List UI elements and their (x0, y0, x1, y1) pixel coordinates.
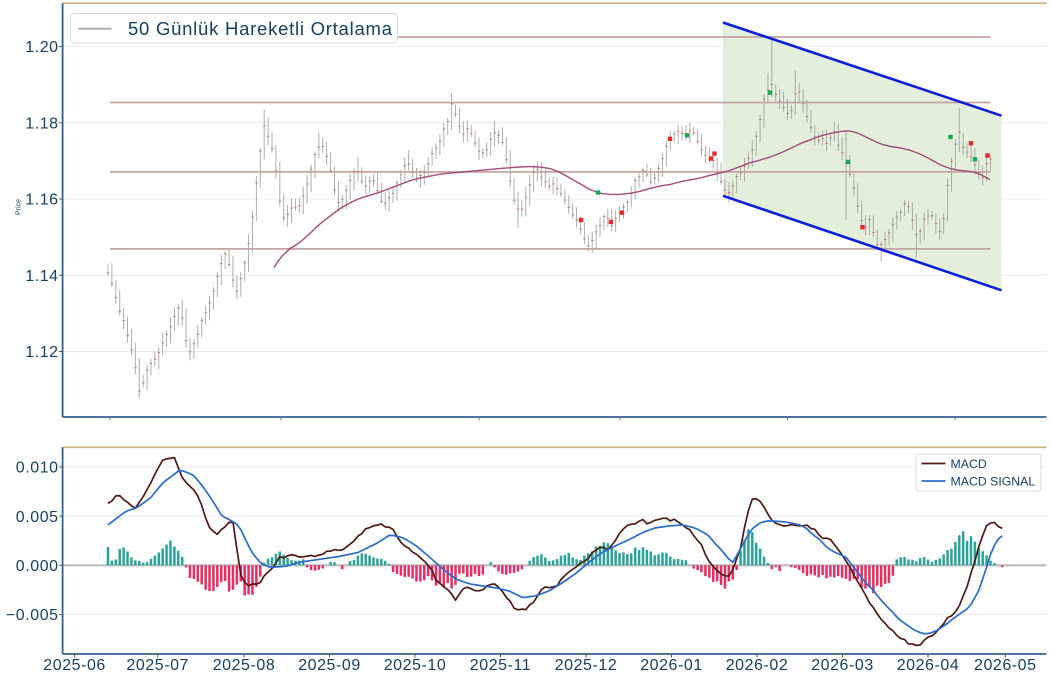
svg-text:2026-05: 2026-05 (974, 657, 1037, 674)
svg-text:2026-02: 2026-02 (726, 657, 789, 674)
svg-text:0.005: 0.005 (16, 509, 59, 526)
svg-text:−0.005: −0.005 (6, 607, 59, 624)
svg-text:0.010: 0.010 (16, 460, 59, 477)
svg-text:Price: Price (16, 199, 23, 215)
svg-text:2025-06: 2025-06 (43, 657, 106, 674)
svg-text:2025-10: 2025-10 (384, 657, 447, 674)
svg-text:2025-12: 2025-12 (555, 657, 618, 674)
svg-text:2026-04: 2026-04 (897, 657, 960, 674)
svg-text:MACD: MACD (951, 457, 987, 471)
svg-text:2026-03: 2026-03 (811, 657, 874, 674)
svg-text:1.14: 1.14 (25, 268, 58, 285)
svg-text:1.20: 1.20 (25, 39, 58, 56)
svg-text:50 Günlük Hareketli Ortalama: 50 Günlük Hareketli Ortalama (128, 18, 393, 39)
svg-text:2025-11: 2025-11 (470, 657, 531, 674)
svg-text:2026-01: 2026-01 (640, 657, 703, 674)
svg-text:2025-08: 2025-08 (213, 657, 276, 674)
svg-text:2025-09: 2025-09 (298, 657, 361, 674)
svg-text:1.12: 1.12 (25, 344, 58, 361)
svg-text:1.18: 1.18 (25, 116, 58, 133)
svg-text:MACD SIGNAL: MACD SIGNAL (951, 474, 1036, 488)
svg-text:0.000: 0.000 (16, 558, 59, 575)
svg-text:2025-07: 2025-07 (126, 657, 189, 674)
svg-text:1.16: 1.16 (25, 192, 58, 209)
